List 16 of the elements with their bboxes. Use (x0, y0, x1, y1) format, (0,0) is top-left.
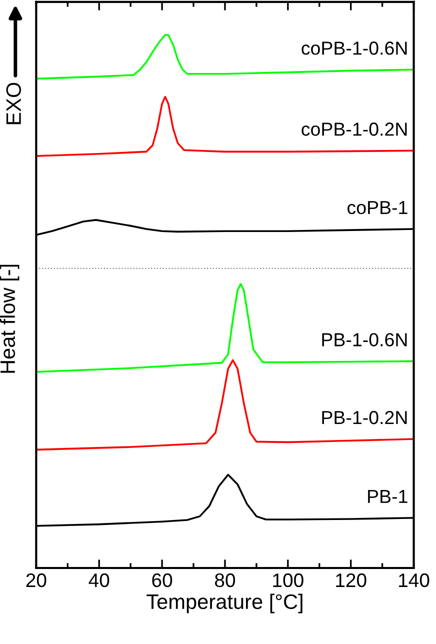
text: EXO (6, 82, 22, 124)
x-tick-label: 120 (336, 573, 366, 588)
x-tick-label: 20 (26, 573, 46, 588)
series-label: PB-1-0.6N (322, 333, 407, 346)
series-label: coPB-1 (348, 201, 408, 214)
x-axis-title: Temperature [°C] (146, 594, 302, 614)
x-tick-label: 40 (88, 573, 110, 588)
x-tick-label: 60 (152, 573, 172, 588)
x-tick-label: 100 (273, 573, 304, 588)
y-axis-title: Heat flow [-] (0, 264, 20, 373)
series-label: coPB-1-0.2N (302, 122, 407, 136)
series-label: PB-1 (368, 490, 408, 503)
series-label: PB-1-0.2N (322, 410, 407, 424)
x-tick-label: 140 (399, 573, 430, 588)
x-tick-label: 80 (215, 573, 236, 588)
series-label: coPB-1-0.6N (302, 42, 407, 55)
